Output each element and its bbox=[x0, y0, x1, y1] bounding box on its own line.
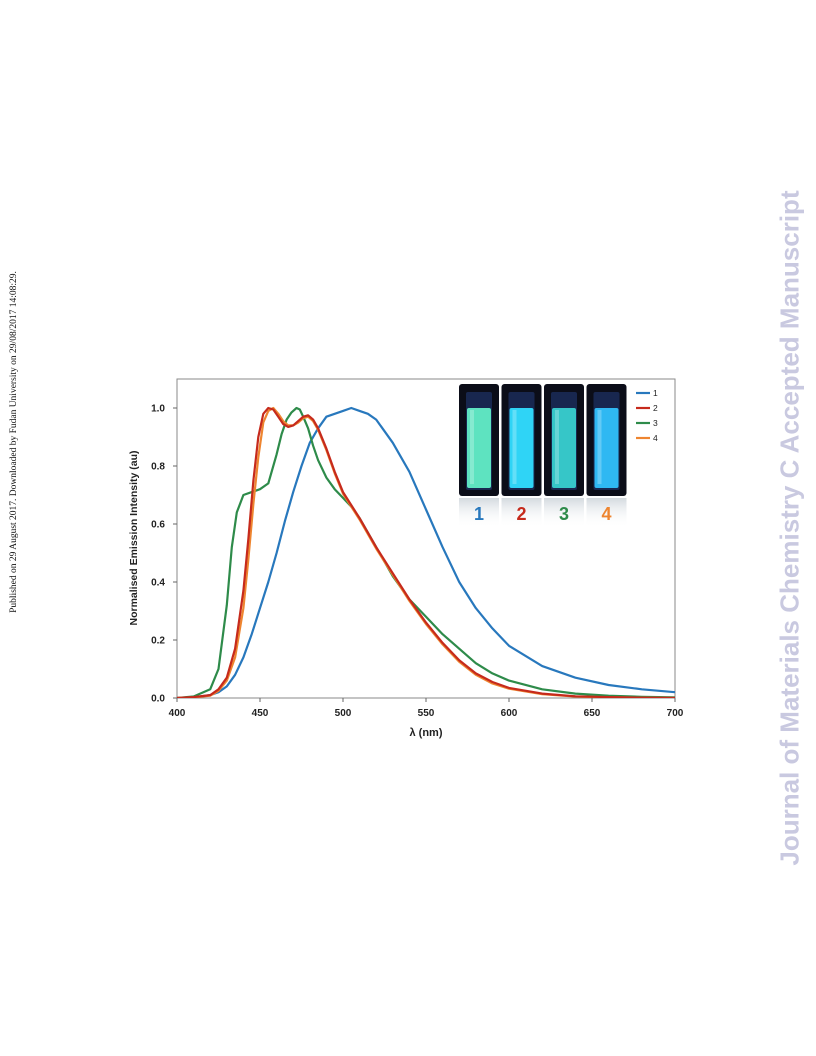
y-axis-label: Normalised Emission Intensity (au) bbox=[128, 450, 140, 625]
legend: 1 2 3 4 bbox=[636, 388, 658, 443]
legend-label-2: 2 bbox=[653, 403, 658, 413]
series-line-3 bbox=[177, 406, 675, 698]
x-tick-label: 400 bbox=[169, 708, 186, 719]
vial-reflection bbox=[586, 498, 627, 528]
legend-label-4: 4 bbox=[653, 433, 658, 443]
vial-liquid bbox=[509, 408, 534, 488]
vial-reflection bbox=[544, 498, 584, 528]
legend-label-3: 3 bbox=[653, 418, 658, 428]
x-tick-label: 700 bbox=[667, 708, 684, 719]
vial-highlight bbox=[597, 410, 602, 484]
y-tick-label: 0.4 bbox=[151, 578, 165, 589]
vial-1: 1 bbox=[459, 384, 499, 528]
vial-highlight bbox=[555, 410, 559, 484]
y-tick-label: 0.8 bbox=[151, 462, 165, 473]
vial-photo-inset: 1 2 3 4 bbox=[459, 384, 627, 528]
legend-label-1: 1 bbox=[653, 388, 658, 398]
x-tick-label: 450 bbox=[252, 708, 269, 719]
x-tick-label: 650 bbox=[584, 708, 601, 719]
vial-reflection bbox=[501, 498, 542, 528]
series-line-1 bbox=[177, 406, 675, 698]
vial-liquid bbox=[594, 408, 619, 488]
x-tick-label: 550 bbox=[418, 708, 435, 719]
vial-liquid bbox=[467, 408, 491, 488]
vial-number: 3 bbox=[559, 504, 569, 524]
axis-ticks: 400 450 500 550 600 650 700 0.0 0.2 0.4 0.6 0.8 1.0 bbox=[151, 404, 684, 720]
vial-4: 4 bbox=[586, 384, 627, 528]
y-tick-label: 1.0 bbox=[151, 404, 165, 415]
y-tick-label: 0.6 bbox=[151, 520, 165, 531]
vial-3: 3 bbox=[544, 384, 584, 528]
vial-2: 2 bbox=[501, 384, 542, 528]
vial-highlight bbox=[512, 410, 517, 484]
series-lines bbox=[177, 406, 675, 698]
series-line-2 bbox=[177, 406, 675, 698]
x-axis-label: λ (nm) bbox=[410, 727, 443, 739]
vial-number: 2 bbox=[516, 504, 526, 524]
x-tick-label: 600 bbox=[501, 708, 518, 719]
vial-reflection bbox=[459, 498, 499, 528]
vial-liquid bbox=[552, 408, 576, 488]
vial-highlight bbox=[470, 410, 474, 484]
vial-number: 4 bbox=[601, 504, 611, 524]
vial-number: 1 bbox=[474, 504, 484, 524]
y-tick-label: 0.2 bbox=[151, 636, 165, 647]
x-tick-label: 500 bbox=[335, 708, 352, 719]
y-tick-label: 0.0 bbox=[151, 694, 165, 705]
